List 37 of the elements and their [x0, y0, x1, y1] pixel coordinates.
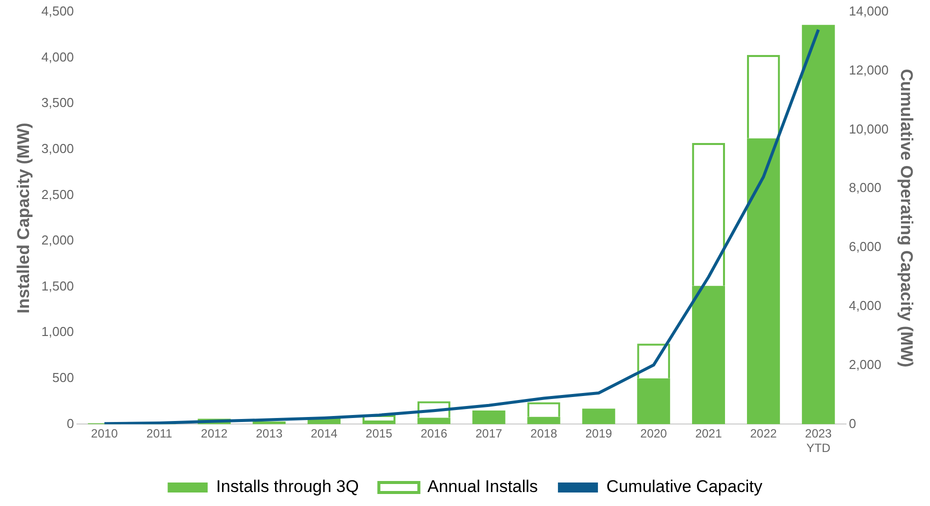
x-tick-label: 2010 — [91, 426, 118, 441]
y2-tick-label: 12,000 — [848, 62, 889, 78]
x-tick-label: 2021 — [695, 426, 722, 441]
y-tick-label: 3,000 — [41, 140, 74, 156]
y2-tick-label: 8,000 — [848, 180, 882, 196]
x-tick-label: 2017 — [475, 426, 503, 441]
y2-tick-label: 4,000 — [848, 298, 882, 314]
y2-axis-title: Cumulative Operating Capacity (MW) — [897, 68, 916, 368]
x-tick-label: 2014 — [310, 426, 338, 441]
y-tick-label: 3,500 — [41, 95, 74, 110]
y-tick-label: 2,000 — [41, 232, 74, 248]
y2-tick-label: 0 — [848, 416, 856, 431]
x-tick-label: 2015 — [366, 426, 393, 441]
x-tick-label: 2013 — [256, 426, 283, 441]
x-tick-label: 2011 — [146, 426, 173, 441]
x-tick-label: 2023 YTD — [805, 426, 832, 456]
legend-label: Annual Installs — [427, 477, 538, 496]
y2-tick-label: 10,000 — [848, 121, 889, 136]
x-tick-label: 2020 — [640, 426, 668, 441]
y-tick-label: 500 — [52, 370, 74, 385]
y2-tick-label: 14,000 — [848, 4, 889, 19]
y-tick-label: 0 — [66, 416, 74, 431]
legend-label: Installs through 3Q — [216, 477, 359, 496]
x-tick-label: 2016 — [420, 426, 448, 441]
y2-tick-label: 2,000 — [848, 356, 882, 372]
y-tick-label: 4,000 — [41, 49, 74, 64]
y-tick-label: 2,500 — [41, 186, 74, 202]
y-axis-title: Installed Capacity (MW) — [14, 122, 33, 314]
x-tick-label: 2022 — [750, 426, 778, 441]
y-tick-label: 1,000 — [41, 324, 74, 340]
y-tick-label: 1,500 — [41, 278, 74, 294]
legend-label: Cumulative Capacity — [606, 477, 763, 496]
x-tick-label: 2019 — [585, 426, 612, 441]
x-tick-label: 2018 — [530, 426, 558, 441]
y-tick-label: 4,500 — [41, 4, 74, 19]
y2-tick-label: 6,000 — [848, 239, 882, 254]
x-tick-label: 2012 — [200, 426, 228, 441]
